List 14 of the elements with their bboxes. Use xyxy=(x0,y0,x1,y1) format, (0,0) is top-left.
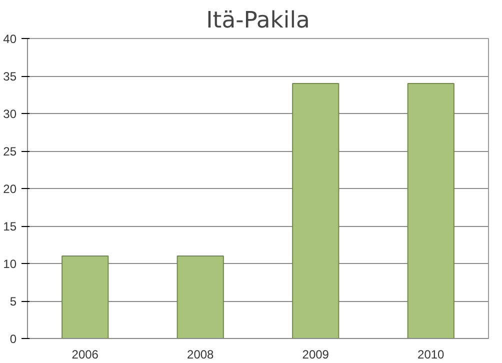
y-tick-label: 0 xyxy=(10,332,17,346)
x-tick-label: 2009 xyxy=(302,348,330,362)
x-tick-label: 2010 xyxy=(418,348,445,362)
x-tick-label: 2008 xyxy=(187,348,214,362)
y-tick-label: 40 xyxy=(3,32,17,46)
y-tick-label: 20 xyxy=(3,182,17,196)
y-tick-label: 10 xyxy=(3,257,17,271)
y-tick-label: 15 xyxy=(3,220,17,234)
chart-title: Itä-Pakila xyxy=(206,8,310,34)
y-tick-label: 5 xyxy=(10,294,17,308)
y-tick-label: 30 xyxy=(3,107,17,121)
y-tick-label: 25 xyxy=(3,144,17,158)
y-tick-label: 35 xyxy=(3,70,17,84)
x-tick-label: 2006 xyxy=(72,348,99,362)
